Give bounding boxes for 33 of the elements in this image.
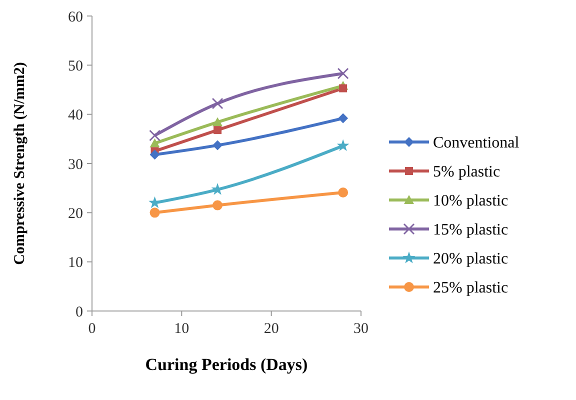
y-tick-label: 40: [68, 108, 83, 124]
legend-label: 10% plastic: [433, 192, 508, 210]
legend-label: 5% plastic: [433, 164, 500, 181]
point: [337, 68, 349, 80]
y-tick-label: 0: [76, 304, 83, 320]
point: [336, 139, 350, 152]
legend-label: Conventional: [433, 134, 520, 152]
y-tick-label: 10: [68, 255, 83, 272]
legend-label: 15% plastic: [433, 222, 508, 239]
y-tick-label: 60: [68, 9, 83, 26]
y-axis-title: Compressive Strength (N/mm2): [12, 62, 28, 265]
point: [150, 150, 160, 160]
y-tick-label: 20: [68, 206, 83, 222]
point: [149, 130, 161, 142]
point: [212, 140, 223, 150]
point: [150, 208, 160, 218]
x-tick-label: 20: [264, 321, 279, 337]
point: [338, 113, 348, 124]
point: [214, 126, 222, 134]
x-tick-label: 10: [174, 321, 190, 337]
x-tick-label: 30: [354, 321, 368, 337]
y-tick-label: 30: [68, 156, 83, 173]
point: [339, 84, 348, 92]
point: [338, 188, 348, 198]
legend-label: 25% plastic: [433, 280, 508, 297]
legend-label: 20% plastic: [433, 250, 508, 268]
x-axis-title: Curing Periods (Days): [145, 355, 308, 374]
point: [212, 117, 223, 126]
point: [212, 200, 223, 210]
y-tick-label: 50: [68, 58, 83, 74]
point: [212, 98, 224, 110]
x-tick-label: 0: [88, 321, 96, 337]
point: [150, 138, 160, 148]
